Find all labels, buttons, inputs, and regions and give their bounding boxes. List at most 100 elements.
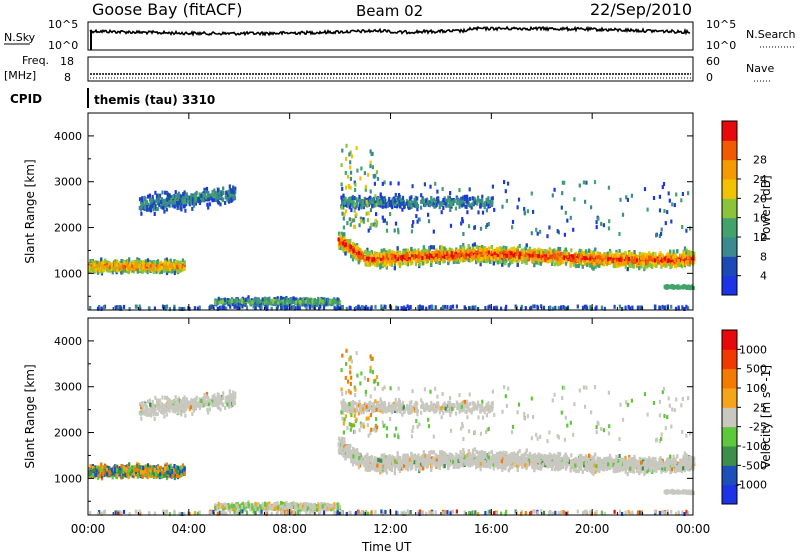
cpid-program: themis (tau) 3310 [94, 93, 215, 107]
power-cell [421, 256, 423, 260]
noise-panel-frame [88, 22, 693, 50]
power-cell [664, 262, 666, 266]
power-cell [598, 264, 600, 268]
power-cell [616, 252, 618, 256]
power-cell [650, 264, 652, 268]
power-cell [574, 259, 576, 263]
power-cell [586, 263, 588, 267]
power-cell [491, 256, 493, 260]
power-cell [497, 250, 499, 254]
power-cell [406, 252, 408, 256]
power-cell [521, 260, 523, 264]
power-cell [472, 256, 474, 260]
power-cell [488, 247, 490, 251]
power-cell [381, 249, 383, 253]
power-cell [460, 245, 462, 249]
power-cell [607, 257, 609, 261]
power-cell [460, 257, 462, 261]
power-cell [439, 261, 441, 265]
power-cell [510, 251, 512, 255]
power-cell [585, 257, 587, 261]
power-cell [565, 248, 567, 252]
power-cell [482, 248, 484, 252]
power-cell [595, 259, 597, 263]
power-cell [609, 253, 611, 257]
power-cell [480, 257, 482, 261]
power-cell [441, 246, 443, 250]
power-cell [429, 253, 431, 257]
power-cell [380, 254, 382, 258]
nave-label: Nave [746, 62, 774, 75]
power-cell [435, 250, 437, 254]
power-cell [343, 236, 345, 240]
power-cell [573, 263, 575, 267]
noise-right-label: N.Search [746, 28, 796, 41]
power-cell [474, 242, 476, 246]
power-cell [358, 251, 360, 255]
power-cell [379, 264, 381, 268]
power-cell [542, 251, 544, 255]
power-cell [585, 249, 587, 253]
power-cell [426, 260, 428, 264]
power-cell [589, 257, 591, 261]
power-cell [385, 258, 387, 262]
power-cell [345, 242, 347, 246]
power-cell [593, 253, 595, 257]
power-cell [350, 245, 352, 249]
power-cell [578, 253, 580, 257]
power-cell [508, 263, 510, 267]
freq-tick-bottom: 8 [64, 71, 71, 84]
power-cell [394, 255, 396, 259]
power-cell [405, 261, 407, 265]
power-cell [364, 256, 366, 260]
power-cell [540, 250, 542, 254]
power-cell [392, 256, 394, 260]
power-cell [668, 258, 670, 262]
power-cell [339, 234, 341, 238]
power-cells [88, 144, 695, 311]
power-cell [391, 250, 393, 254]
power-cell [675, 255, 677, 259]
power-cell [430, 245, 432, 249]
power-cell [633, 250, 635, 254]
power-cell [593, 262, 595, 266]
power-cell [356, 245, 358, 249]
power-cell [511, 260, 513, 264]
power-cell [628, 257, 630, 261]
power-cell [603, 254, 605, 258]
power-cell [440, 255, 442, 259]
power-cell [669, 250, 671, 254]
power-cell [409, 253, 411, 257]
power-cell [582, 265, 584, 269]
power-cell [601, 258, 603, 262]
power-cell [417, 254, 419, 258]
power-cell [671, 262, 673, 266]
power-cell [657, 260, 659, 264]
power-cell [383, 252, 385, 256]
power-cell [352, 249, 354, 253]
power-cell [638, 266, 640, 270]
power-cell [674, 258, 676, 262]
power-cell [535, 257, 537, 261]
power-cell [369, 263, 371, 267]
power-cell [648, 251, 650, 255]
power-cell [556, 257, 558, 261]
power-cell [499, 260, 501, 264]
power-cell [147, 270, 149, 274]
power-cell [633, 264, 635, 268]
power-cell [513, 253, 515, 257]
power-cell [431, 258, 433, 262]
power-cell [619, 262, 621, 266]
power-cell [664, 257, 666, 261]
power-cell [623, 261, 625, 265]
power-cell [640, 256, 642, 260]
power-cell [570, 258, 572, 262]
power-cell [560, 252, 562, 256]
power-cell [451, 251, 453, 255]
power-cell [145, 259, 147, 263]
power-cell [459, 253, 461, 257]
power-cell [423, 245, 425, 249]
power-cell [629, 262, 631, 266]
power-cell [401, 255, 403, 259]
power-cell [426, 255, 428, 259]
